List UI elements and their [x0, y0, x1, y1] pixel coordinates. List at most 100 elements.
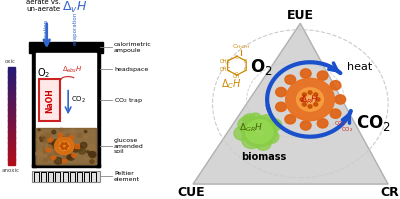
Circle shape	[268, 119, 282, 131]
Bar	[8, 74, 14, 75]
Bar	[8, 163, 14, 164]
Bar	[8, 86, 14, 87]
Bar	[50, 155, 56, 160]
Circle shape	[246, 120, 273, 143]
Text: C: C	[244, 59, 247, 64]
Text: C: C	[235, 72, 238, 77]
Bar	[8, 121, 14, 122]
Bar	[8, 133, 14, 134]
Bar	[8, 92, 14, 93]
Text: EUE: EUE	[287, 9, 314, 22]
Bar	[8, 104, 14, 105]
Bar	[8, 145, 14, 146]
Bar	[62, 159, 66, 162]
Text: OH: OH	[220, 67, 227, 72]
Bar	[8, 81, 14, 82]
Circle shape	[52, 140, 58, 146]
Bar	[8, 87, 14, 89]
Text: CO$_2$: CO$_2$	[71, 95, 86, 105]
Circle shape	[41, 135, 44, 137]
Bar	[8, 129, 14, 130]
Circle shape	[62, 143, 64, 145]
Bar	[8, 160, 14, 161]
Bar	[46, 148, 50, 151]
Circle shape	[85, 158, 87, 159]
Bar	[8, 155, 14, 156]
Circle shape	[46, 149, 48, 151]
Circle shape	[60, 145, 62, 147]
Bar	[8, 108, 14, 109]
Bar	[8, 109, 14, 110]
Circle shape	[242, 132, 261, 148]
Bar	[8, 82, 14, 83]
Bar	[8, 157, 14, 158]
Circle shape	[302, 93, 306, 96]
Circle shape	[297, 88, 324, 111]
Circle shape	[84, 136, 88, 138]
Circle shape	[60, 128, 63, 131]
Bar	[8, 89, 14, 90]
Bar	[8, 132, 14, 133]
Circle shape	[67, 155, 72, 159]
Circle shape	[37, 139, 39, 141]
Circle shape	[45, 145, 52, 151]
Bar	[8, 83, 14, 84]
Bar	[8, 76, 14, 77]
Text: C$_{H_2OH}$: C$_{H_2OH}$	[232, 42, 250, 52]
Bar	[8, 142, 14, 143]
Bar	[8, 103, 14, 104]
Bar	[8, 120, 14, 121]
Bar	[8, 115, 14, 116]
Bar	[8, 87, 14, 88]
Circle shape	[68, 154, 74, 160]
Bar	[8, 146, 14, 147]
Circle shape	[36, 151, 41, 156]
Circle shape	[316, 98, 320, 101]
Circle shape	[52, 130, 56, 134]
Bar	[36, 53, 96, 164]
Bar	[8, 95, 14, 96]
Bar	[8, 82, 14, 83]
Circle shape	[62, 147, 64, 149]
Bar	[8, 67, 14, 68]
Circle shape	[66, 145, 68, 147]
Bar	[8, 72, 14, 73]
Circle shape	[61, 150, 66, 155]
Circle shape	[59, 142, 69, 150]
Bar	[8, 70, 14, 72]
Circle shape	[49, 142, 56, 148]
Circle shape	[87, 151, 89, 153]
Text: heat: heat	[347, 62, 372, 72]
Circle shape	[308, 105, 312, 108]
Bar	[8, 120, 14, 121]
Text: OH: OH	[233, 74, 241, 79]
Bar	[29, 42, 103, 53]
Bar	[8, 144, 14, 145]
Circle shape	[317, 119, 328, 128]
Bar	[8, 117, 14, 118]
Bar	[8, 99, 14, 100]
Circle shape	[62, 144, 67, 149]
Circle shape	[330, 109, 341, 118]
Bar	[8, 135, 14, 136]
Text: Peltier
element: Peltier element	[114, 171, 140, 182]
Bar	[8, 151, 14, 152]
Circle shape	[79, 145, 81, 147]
Circle shape	[317, 71, 328, 80]
Circle shape	[238, 116, 257, 133]
Bar	[8, 118, 14, 119]
Circle shape	[38, 129, 40, 131]
Bar	[8, 131, 14, 132]
Bar	[8, 88, 14, 89]
Bar	[8, 93, 14, 94]
Circle shape	[78, 146, 83, 151]
Bar	[8, 122, 14, 123]
Text: CR: CR	[381, 186, 399, 199]
Circle shape	[314, 103, 318, 106]
Text: C: C	[226, 67, 230, 72]
Circle shape	[80, 142, 87, 148]
Bar	[8, 78, 14, 79]
Bar	[8, 137, 14, 138]
Circle shape	[73, 148, 78, 152]
Circle shape	[276, 102, 286, 111]
